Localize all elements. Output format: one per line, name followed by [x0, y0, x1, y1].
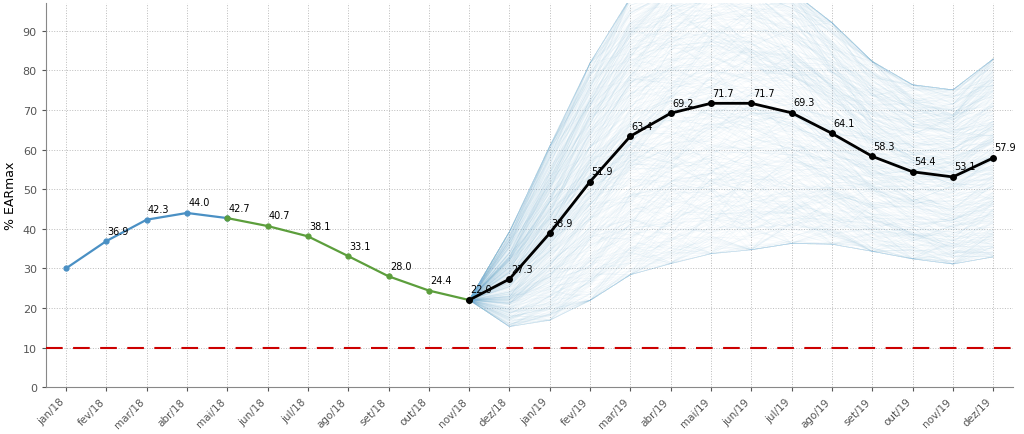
Text: 57.9: 57.9 — [994, 143, 1016, 153]
Text: 22.0: 22.0 — [471, 285, 493, 295]
Text: 27.3: 27.3 — [511, 264, 532, 274]
Text: 71.7: 71.7 — [713, 89, 734, 99]
Text: 24.4: 24.4 — [430, 275, 452, 285]
Text: 38.1: 38.1 — [309, 221, 331, 231]
Text: 71.7: 71.7 — [753, 89, 774, 99]
Text: 36.9: 36.9 — [108, 226, 129, 236]
Text: 42.3: 42.3 — [148, 205, 170, 215]
Text: 38.9: 38.9 — [551, 218, 572, 228]
Text: 69.3: 69.3 — [793, 98, 814, 108]
Text: 58.3: 58.3 — [873, 141, 895, 151]
Text: 51.9: 51.9 — [592, 167, 613, 177]
Text: 42.7: 42.7 — [228, 203, 250, 213]
Text: 64.1: 64.1 — [834, 118, 855, 128]
Y-axis label: % EARmax: % EARmax — [4, 161, 17, 230]
Text: 44.0: 44.0 — [188, 198, 210, 208]
Text: 53.1: 53.1 — [954, 162, 976, 172]
Text: 33.1: 33.1 — [349, 241, 371, 251]
Text: 63.4: 63.4 — [632, 122, 653, 132]
Text: 69.2: 69.2 — [672, 99, 693, 108]
Text: 40.7: 40.7 — [269, 211, 291, 221]
Text: 28.0: 28.0 — [390, 261, 412, 271]
Text: 54.4: 54.4 — [914, 157, 936, 167]
